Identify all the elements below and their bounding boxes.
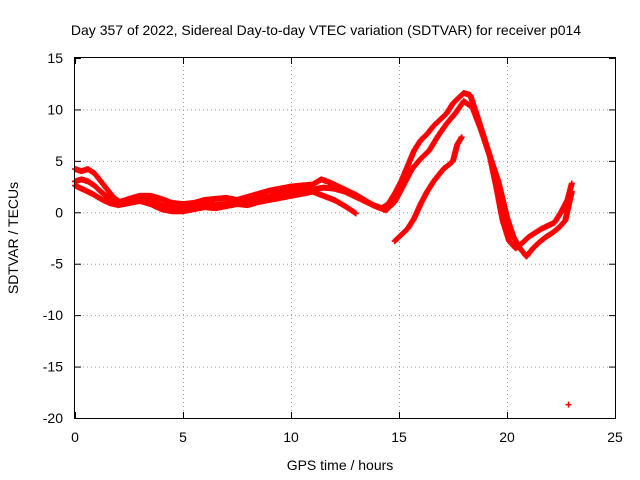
x-tick-label: 25 [607, 429, 623, 445]
y-tick-label: 15 [47, 50, 63, 66]
grid [75, 58, 615, 418]
x-tick-label: 10 [283, 429, 299, 445]
chart-title: Day 357 of 2022, Sidereal Day-to-day VTE… [71, 22, 581, 38]
data-series [72, 89, 575, 408]
y-tick-label: -5 [51, 256, 64, 272]
x-tick-label: 5 [179, 429, 187, 445]
x-axis-label: GPS time / hours [287, 457, 394, 473]
axes: 0 5 10 15 20 25 -20 -15 -10 -5 0 5 10 15 [43, 50, 623, 445]
y-tick-label: 0 [55, 204, 63, 220]
y-tick-label: -10 [43, 307, 63, 323]
y-tick-label: -15 [43, 359, 63, 375]
y-tick-label: 5 [55, 153, 63, 169]
data-point [568, 180, 575, 187]
data-point [568, 188, 575, 195]
y-tick-label: -20 [43, 410, 63, 426]
x-tick-label: 15 [391, 429, 407, 445]
y-axis-label: SDTVAR / TECUs [5, 182, 21, 294]
y-tick-label: 10 [47, 101, 63, 117]
plot-frame [74, 57, 616, 419]
data-point [352, 210, 359, 217]
data-point [458, 134, 465, 141]
x-tick-label: 0 [71, 429, 79, 445]
x-tick-label: 20 [499, 429, 515, 445]
data-point [565, 401, 572, 408]
